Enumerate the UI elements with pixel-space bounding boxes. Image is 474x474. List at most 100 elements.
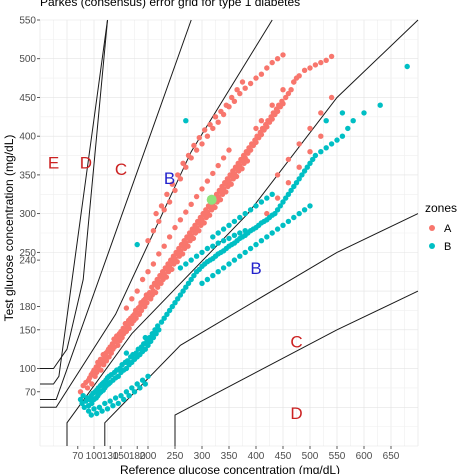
data-point-a: [258, 71, 265, 77]
x-tick-label: 70: [72, 451, 84, 462]
data-point-a: [210, 125, 216, 132]
data-point-b: [134, 381, 140, 387]
data-point-a: [202, 127, 208, 133]
data-point-a: [258, 118, 265, 124]
data-point-b: [215, 240, 221, 246]
data-point-b: [169, 303, 175, 310]
x-tick-label: 300: [194, 451, 211, 462]
data-point-b: [226, 261, 232, 267]
data-point-b: [220, 238, 227, 244]
data-point-highlight: [206, 194, 217, 205]
data-point-b: [183, 284, 189, 290]
data-point-b: [85, 408, 92, 414]
data-point-b: [404, 63, 410, 70]
data-point-b: [377, 102, 383, 108]
data-point-b: [142, 334, 148, 341]
data-point-a: [161, 207, 167, 213]
data-point-a: [210, 170, 216, 177]
data-point-a: [138, 307, 145, 314]
data-point-a: [96, 362, 103, 368]
data-point-b: [156, 327, 162, 333]
zone-boundary-line: [104, 213, 419, 446]
data-point-b: [226, 222, 232, 228]
data-point-a: [166, 234, 173, 240]
data-point-a: [231, 98, 238, 105]
data-point-a: [253, 139, 259, 146]
data-point-b: [123, 365, 130, 372]
data-point-a: [153, 210, 159, 217]
data-point-a: [328, 94, 335, 101]
data-point-b: [237, 214, 243, 221]
data-point-b: [277, 203, 283, 209]
data-point-b: [312, 152, 319, 159]
data-point-b: [148, 338, 154, 345]
data-point-b: [193, 253, 200, 259]
data-point-a: [280, 52, 286, 58]
data-point-b: [199, 249, 205, 256]
data-point-a: [215, 119, 221, 125]
data-point-a: [126, 325, 132, 331]
data-point-b: [264, 195, 270, 201]
data-point-a: [172, 187, 178, 194]
data-point-a: [242, 85, 248, 91]
data-point-b: [177, 292, 184, 298]
x-tick-label: 200: [140, 451, 157, 462]
data-point-a: [177, 176, 184, 182]
data-point-b: [161, 315, 167, 321]
zone-boundary-line: [174, 290, 419, 446]
zone-boundary-line: [40, 19, 108, 385]
data-point-b: [226, 235, 232, 242]
data-point-b: [81, 404, 88, 410]
data-point-b: [204, 276, 211, 283]
data-point-a: [247, 147, 254, 153]
data-point-b: [220, 265, 227, 271]
data-point-b: [274, 207, 281, 213]
data-point-b: [301, 207, 308, 213]
data-point-a: [101, 362, 107, 368]
data-point-b: [115, 400, 122, 407]
data-point-a: [220, 155, 227, 161]
data-point-a: [188, 201, 194, 207]
data-point-a: [158, 203, 165, 209]
data-point-b: [283, 195, 289, 201]
zone-label: B: [164, 169, 175, 188]
data-point-b: [285, 191, 292, 197]
data-point-a: [323, 57, 329, 63]
legend-title: zones: [425, 201, 457, 215]
data-point-a: [247, 80, 254, 87]
data-point-b: [269, 191, 275, 197]
data-point-b: [247, 207, 254, 213]
data-point-b: [175, 296, 181, 302]
data-point-a: [258, 131, 265, 138]
data-point-b: [150, 334, 157, 341]
data-point-a: [174, 259, 180, 265]
data-point-b: [104, 406, 111, 412]
data-point-a: [239, 166, 245, 172]
data-point-b: [210, 243, 216, 249]
y-axis-title: Test glucose concentration (mg/dL): [2, 135, 16, 322]
data-point-a: [145, 238, 151, 244]
data-point-a: [283, 94, 289, 101]
data-point-b: [231, 218, 238, 225]
data-point-a: [296, 141, 302, 147]
data-point-a: [274, 172, 281, 178]
data-point-b: [280, 199, 286, 205]
x-tick-label: 130: [102, 451, 119, 462]
data-point-a: [229, 94, 235, 101]
data-point-a: [129, 296, 135, 302]
y-tick-label: 550: [19, 16, 36, 27]
data-point-a: [269, 102, 275, 108]
data-point-b: [258, 238, 265, 244]
zone-boundary-line: [40, 19, 273, 408]
data-point-b: [307, 203, 313, 209]
data-point-a: [233, 173, 240, 180]
data-point-a: [155, 284, 161, 290]
data-point-a: [291, 79, 297, 85]
data-point-b: [145, 342, 151, 348]
data-point-a: [144, 300, 150, 306]
zone-label: C: [115, 160, 127, 179]
data-point-b: [91, 406, 97, 412]
data-point-a: [163, 274, 170, 280]
data-point-a: [190, 235, 197, 242]
zone-boundaries: [40, 19, 419, 446]
